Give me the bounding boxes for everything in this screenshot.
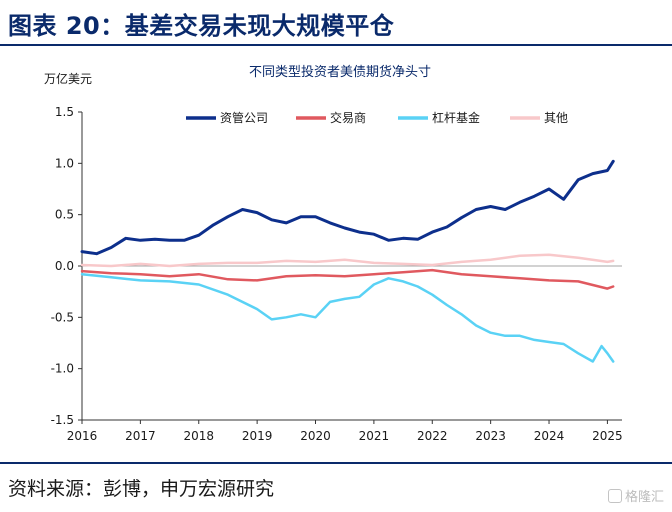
legend-label-4: 其他 <box>544 111 568 125</box>
x-tick-label: 2025 <box>592 429 623 443</box>
legend: 资管公司 交易商 杠杆基金 其他 <box>186 110 568 125</box>
series-lines <box>80 159 615 363</box>
y-axis-unit-label: 万亿美元 <box>44 71 92 86</box>
series-line-1 <box>80 159 615 256</box>
y-tick-label: 0.5 <box>55 208 74 222</box>
title-underline <box>0 44 672 46</box>
series-line-3 <box>80 272 615 363</box>
legend-label-3: 杠杆基金 <box>432 110 480 125</box>
x-tick-label: 2020 <box>300 429 331 443</box>
x-tick-label: 2016 <box>67 429 98 443</box>
y-tick-label: 1.5 <box>55 105 74 119</box>
source-note: 资料来源：彭博，申万宏源研究 <box>8 478 275 500</box>
watermark-text: 格隆汇 <box>624 490 664 505</box>
y-tick-label: 1.0 <box>55 156 74 170</box>
y-tick-label: -0.5 <box>51 310 74 324</box>
series-line-4 <box>80 253 615 268</box>
watermark-logo-icon <box>607 489 622 503</box>
y-tick-label: -1.0 <box>51 362 74 376</box>
x-tick-label: 2017 <box>125 429 156 443</box>
x-tick-label: 2024 <box>534 429 565 443</box>
series-line-2 <box>80 268 615 290</box>
chart-title: 不同类型投资者美债期货净头寸 <box>249 64 431 80</box>
y-tick-label: -1.5 <box>51 413 74 427</box>
x-tick-label: 2022 <box>417 429 448 443</box>
y-tick-label: 0.0 <box>55 259 74 273</box>
x-tick-label: 2018 <box>183 429 214 443</box>
x-tick-label: 2021 <box>359 429 390 443</box>
source-divider <box>0 462 672 464</box>
figure-title: 图表 20：基差交易未现大规模平仓 <box>8 12 395 40</box>
legend-label-1: 资管公司 <box>220 110 268 125</box>
legend-label-2: 交易商 <box>330 110 366 125</box>
axes: 1.5 1.0 0.5 0.0 -0.5 -1.0 -1.5 2016 2017 2018 2019… <box>51 105 623 443</box>
x-tick-label: 2023 <box>475 429 506 443</box>
chart: 不同类型投资者美债期货净头寸 万亿美元 资管公司 交易商 杠杆基金 其他 1.5 1.0… <box>44 64 623 443</box>
watermark: 格隆汇 <box>607 486 664 505</box>
x-tick-label: 2019 <box>242 429 273 443</box>
